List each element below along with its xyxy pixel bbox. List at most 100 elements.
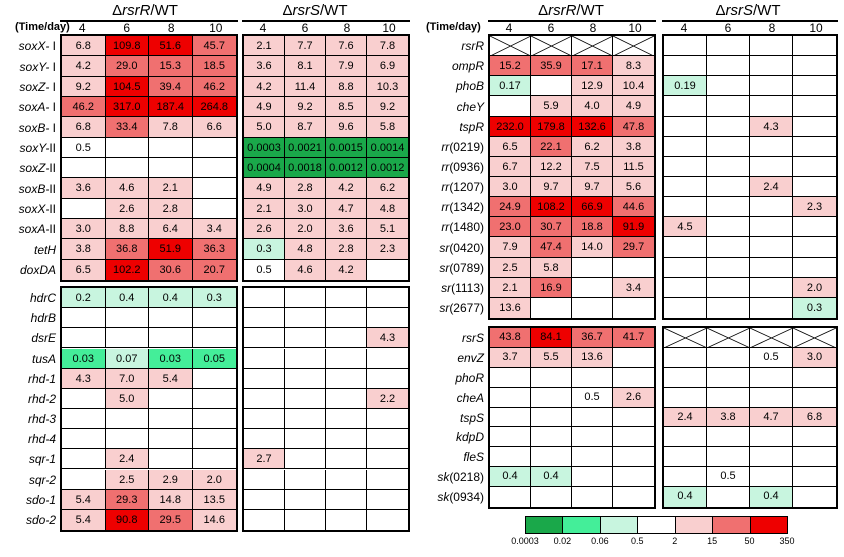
gene-name: hdrB <box>30 311 56 326</box>
heat-cell <box>326 288 367 309</box>
heat-cell <box>367 368 408 389</box>
gene-name: rr <box>441 139 450 154</box>
right-rsrS-day-tick: 8 <box>768 21 776 35</box>
heat-cell <box>62 409 106 430</box>
heat-cell <box>285 489 326 510</box>
heat-cell: 29.3 <box>105 489 149 510</box>
heat-cell <box>664 467 707 488</box>
left-rsrR-day-tick: 4 <box>78 21 86 35</box>
gene-name: soxY- <box>19 59 50 74</box>
heat-cell: 45.7 <box>192 36 236 57</box>
heat-cell: 4.8 <box>285 239 326 260</box>
heat-cell <box>750 96 793 117</box>
heat-cell: 0.3 <box>192 288 236 309</box>
operon-roman: I <box>49 59 56 74</box>
heat-cell: 2.1 <box>490 277 531 298</box>
heat-cell: 6.2 <box>367 178 408 199</box>
heat-cell <box>750 197 793 218</box>
operon-roman: II <box>49 222 56 237</box>
heat-cell <box>750 447 793 468</box>
heat-cell <box>367 509 408 530</box>
heat-cell: 8.3 <box>613 56 654 77</box>
legend-tick-label: 2 <box>672 536 678 546</box>
heat-cell <box>707 76 750 97</box>
gene-suffix: (1207) <box>449 180 484 195</box>
heat-cell <box>793 487 836 507</box>
heat-cell <box>707 347 750 368</box>
gene-label: rr(1207) <box>384 180 484 194</box>
gene-name: rhd-1 <box>27 371 56 386</box>
heat-cell: 108.2 <box>531 197 572 218</box>
heat-cell <box>613 407 654 428</box>
heat-cell: 29.0 <box>105 56 149 77</box>
heat-cell <box>62 388 106 409</box>
heat-cell <box>707 447 750 468</box>
heat-cell <box>664 328 707 348</box>
heat-cell <box>285 409 326 430</box>
gene-label: soxY-II <box>0 141 56 155</box>
heat-cell <box>531 387 572 408</box>
gene-label: sqr-1 <box>0 452 56 466</box>
heat-cell <box>244 348 285 369</box>
heat-cell <box>531 297 572 318</box>
heat-cell <box>326 388 367 409</box>
gene-name: cheY <box>456 99 484 114</box>
gene-label: sqr-2 <box>0 473 56 487</box>
heat-cell: 14.0 <box>572 237 613 258</box>
heat-cell <box>793 96 836 117</box>
gene-label: tspS <box>384 411 484 425</box>
heat-cell <box>367 469 408 490</box>
gene-label: rhd-4 <box>0 432 56 446</box>
gene-label: fleS <box>384 450 484 464</box>
heat-cell: 2.8 <box>326 239 367 260</box>
gene-name: sk <box>437 490 450 505</box>
gene-label: sk(0218) <box>384 470 484 484</box>
gene-name: rhd-2 <box>27 391 56 406</box>
heat-cell: 11.5 <box>613 156 654 177</box>
heat-cell: 5.4 <box>149 368 193 389</box>
heat-cell <box>285 328 326 349</box>
heat-cell <box>285 429 326 450</box>
heat-cell: 2.5 <box>490 257 531 278</box>
heat-cell: 0.4 <box>531 467 572 488</box>
heat-cell: 6.9 <box>367 56 408 77</box>
heat-cell: 9.2 <box>62 76 106 97</box>
gene-label: rsrS <box>384 331 484 345</box>
heat-cell: 3.6 <box>244 56 285 77</box>
heat-cell <box>707 297 750 318</box>
heat-cell: 4.7 <box>326 198 367 219</box>
heat-cell <box>326 469 367 490</box>
heat-cell <box>707 367 750 388</box>
heat-cell: 7.7 <box>285 36 326 57</box>
na-cross-icon <box>793 328 836 347</box>
heat-cell: 264.8 <box>192 97 236 118</box>
heat-cell: 6.2 <box>572 136 613 157</box>
heat-cell <box>326 328 367 349</box>
operon-roman: II <box>49 140 56 155</box>
gene-label: rsrR <box>384 39 484 53</box>
heat-cell <box>326 489 367 510</box>
heat-cell <box>244 368 285 389</box>
heat-cell <box>192 328 236 349</box>
heat-cell: 0.5 <box>750 347 793 368</box>
legend-tick-label: 0.06 <box>591 536 609 546</box>
header-prefix: Δ <box>538 2 549 19</box>
heat-cell: 0.0021 <box>285 137 326 158</box>
heat-cell: 3.6 <box>62 178 106 199</box>
heat-cell <box>367 449 408 470</box>
heat-cell: 20.7 <box>192 259 236 280</box>
gene-name: soxA- <box>18 100 50 115</box>
heat-cell <box>750 367 793 388</box>
gene-label: rhd-3 <box>0 412 56 426</box>
heat-cell: 84.1 <box>531 328 572 348</box>
heat-cell: 11.4 <box>285 76 326 97</box>
heat-cell <box>192 429 236 450</box>
operon-roman: II <box>49 201 56 216</box>
header-suffix: /WT <box>576 2 604 19</box>
heat-cell: 6.5 <box>62 259 106 280</box>
heat-cell <box>192 368 236 389</box>
time-label: (Time/day) <box>426 21 481 33</box>
heat-cell: 5.5 <box>531 347 572 368</box>
heat-cell: 8.1 <box>285 56 326 77</box>
heat-cell <box>793 177 836 198</box>
